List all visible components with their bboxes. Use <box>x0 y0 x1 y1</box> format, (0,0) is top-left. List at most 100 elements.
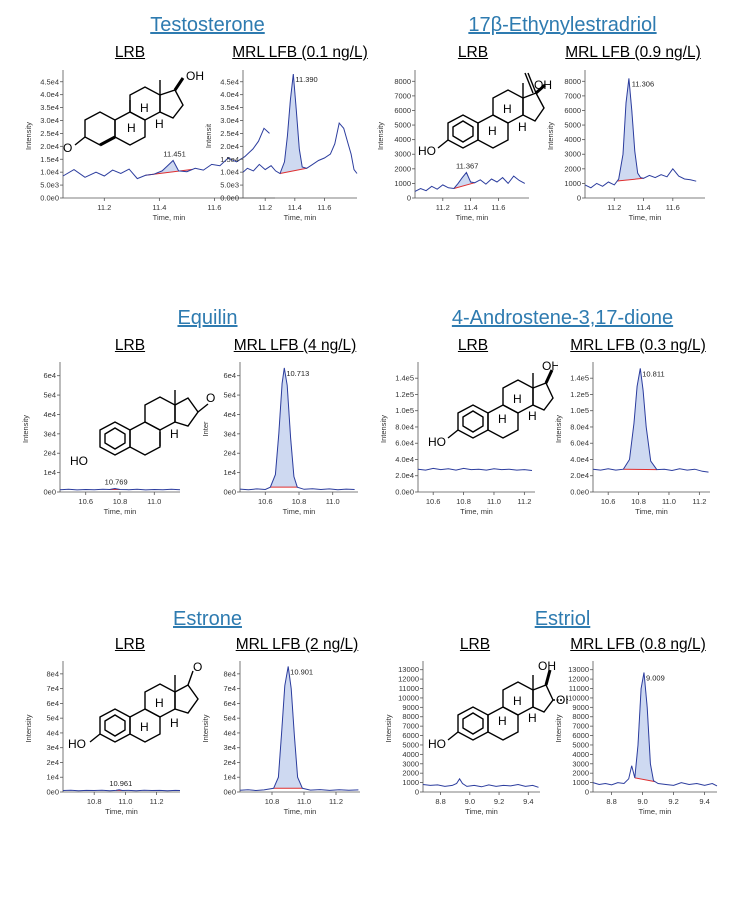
y-tick-label: 0e0 <box>223 488 236 497</box>
y-tick-label: 9000 <box>572 703 589 712</box>
y-tick-label: 1000 <box>394 179 411 188</box>
y-axis-label: Intensity <box>24 714 33 742</box>
x-tick-label: 11.4 <box>464 203 478 212</box>
y-tick-label: 1e4 <box>43 468 56 477</box>
x-tick-label: 9.4 <box>523 797 533 806</box>
compound-title-estriol: Estriol <box>534 608 591 630</box>
y-tick-label: 1.0e4 <box>40 168 59 177</box>
y-tick-label: 2000 <box>402 769 419 778</box>
x-tick-label: 11.2 <box>258 203 272 212</box>
x-axis-label: Time, min <box>284 807 317 816</box>
trace-line <box>414 171 526 192</box>
y-tick-label: 1.5e4 <box>40 155 59 164</box>
y-tick-label: 6e4 <box>223 699 236 708</box>
y-tick-label: 0e0 <box>46 788 59 797</box>
y-tick-label: 11000 <box>399 684 419 693</box>
y-tick-label: 2.0e4 <box>395 471 414 480</box>
h-label: H <box>498 714 507 728</box>
y-tick-label: 0.0e0 <box>395 488 414 497</box>
x-tick-label: 10.8 <box>265 797 280 806</box>
x-tick-label: 11.2 <box>607 203 621 212</box>
trace-line <box>239 666 359 792</box>
y-tick-label: 1e4 <box>46 773 59 782</box>
y-tick-label: 5e4 <box>223 714 236 723</box>
x-tick-label: 11.4 <box>288 203 302 212</box>
compound-title-equilin: Equilin <box>177 307 238 329</box>
x-tick-label: 8.8 <box>606 797 616 806</box>
lrb-label: LRB <box>114 636 146 653</box>
y-tick-label: 2.0e4 <box>40 142 59 151</box>
y-tick-label: 11000 <box>569 684 589 693</box>
androstene-structure: OH HO H H H <box>428 359 558 449</box>
y-tick-label: 1.0e5 <box>570 406 589 415</box>
x-tick-label: 11.0 <box>662 497 676 506</box>
y-tick-label: 5000 <box>402 740 419 749</box>
y-tick-label: 6e4 <box>46 699 59 708</box>
chart-estriol-lfb: 0 1000 2000 3000 4000 5000 6000 7000 8000 9000 100… <box>540 655 718 830</box>
y-tick-label: 1.0e5 <box>395 406 414 415</box>
h-label: H <box>155 117 164 131</box>
y-tick-label: 13000 <box>398 665 419 674</box>
x-axis-label: Time, min <box>104 507 137 516</box>
lfb-label: MRL LFB (0.8 ng/L) <box>570 636 706 653</box>
x-tick-label: 10.8 <box>456 497 471 506</box>
x-axis-label: Time, min <box>456 213 489 222</box>
h-label: H <box>127 121 136 135</box>
lfb-label: MRL LFB (0.9 ng/L) <box>565 44 701 61</box>
y-tick-label: 1.0e4 <box>220 168 239 177</box>
y-tick-label: 8.0e4 <box>395 422 414 431</box>
y-tick-label: 6e4 <box>223 371 236 380</box>
y-tick-label: 5000 <box>564 121 581 130</box>
y-tick-label: 0 <box>585 788 589 797</box>
trace-line <box>592 368 709 473</box>
h-label: H <box>155 696 164 710</box>
y-tick-label: 2e4 <box>46 758 59 767</box>
y-tick-label: 4.0e4 <box>40 90 59 99</box>
y-tick-label: 12000 <box>568 675 589 684</box>
y-tick-label: 3e4 <box>43 429 56 438</box>
lfb-label: MRL LFB (2 ng/L) <box>235 636 359 653</box>
x-tick-label: 11.2 <box>97 203 111 212</box>
y-tick-label: 5000 <box>572 740 589 749</box>
x-tick-label: 8.8 <box>435 797 445 806</box>
x-axis-label: Time, min <box>639 807 672 816</box>
x-tick-label: 11.6 <box>491 203 505 212</box>
trace-line <box>592 672 718 787</box>
y-tick-label: 6e4 <box>43 371 56 380</box>
x-tick-label: 11.2 <box>329 797 343 806</box>
y-tick-label: 1e4 <box>223 773 236 782</box>
equilin-structure: O HO H <box>70 390 215 468</box>
oh-label: OH <box>538 660 556 673</box>
trace-line <box>422 777 539 788</box>
oh-label: OH <box>534 78 552 92</box>
y-axis-label: Intensit <box>204 123 213 148</box>
chart-estrone-lrb: 0e0 1e4 2e4 3e4 4e4 5e4 6e4 7e4 8e4 10.8 11.0 11.2 T… <box>10 655 185 830</box>
h-label: H <box>528 711 537 725</box>
y-tick-label: 2.0e4 <box>220 142 239 151</box>
chart-testosterone-lrb: 0.0e0 5.0e3 1.0e4 1.5e4 2.0e4 2.5e4 3.0e4 3.5e4… <box>10 64 275 236</box>
testosterone-structure: OH O H H H <box>63 69 204 155</box>
x-tick-label: 11.6 <box>666 203 680 212</box>
peak-area <box>273 666 303 789</box>
ho-label: HO <box>68 737 86 751</box>
y-tick-label: 8e4 <box>46 669 59 678</box>
chart-estriol-lrb: 0 1000 2000 3000 4000 5000 6000 7000 8000 9000 100… <box>370 655 540 830</box>
y-axis-label: Intensity <box>546 122 555 150</box>
y-tick-label: 7000 <box>394 91 411 100</box>
chart-ethynyl-lrb: 0 1000 2000 3000 4000 5000 6000 7000 8000 11.2 11.… <box>370 64 535 236</box>
x-tick-label: 11.0 <box>326 497 340 506</box>
y-tick-label: 6000 <box>564 106 581 115</box>
compound-title-androstenedione: 4-Androstene-3,17-dione <box>451 307 674 329</box>
y-tick-label: 7000 <box>402 722 419 731</box>
y-tick-label: 5000 <box>394 121 411 130</box>
x-tick-label: 9.2 <box>494 797 504 806</box>
ho-label: HO <box>418 144 436 158</box>
chart-estrone-lfb: 0e0 1e4 2e4 3e4 4e4 5e4 6e4 7e4 8e4 10.8 11.0 11.2 T… <box>185 655 362 830</box>
o-label: O <box>206 391 215 405</box>
y-tick-label: 4e4 <box>46 728 59 737</box>
x-tick-label: 11.2 <box>150 797 164 806</box>
y-tick-label: 7000 <box>572 722 589 731</box>
h-label: H <box>488 124 497 138</box>
lfb-label: MRL LFB (0.1 ng/L) <box>232 44 368 61</box>
x-tick-label: 10.8 <box>292 497 307 506</box>
